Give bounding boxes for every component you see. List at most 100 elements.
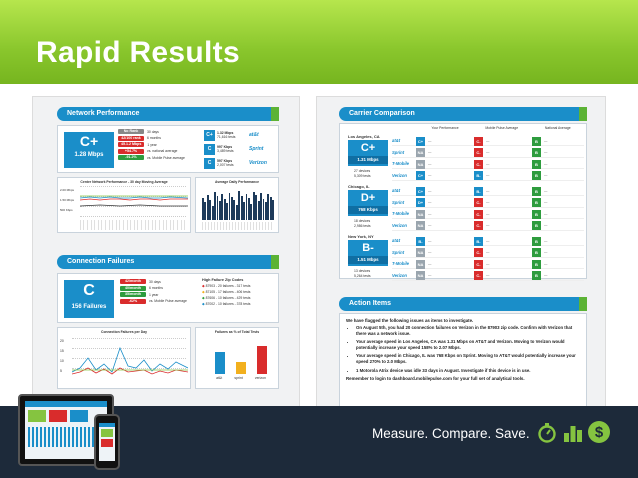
carrier-compare-row: at&t C+ — B- — B —: [392, 186, 584, 196]
grade-chip: B-: [416, 236, 425, 246]
carrier-row: C+ 1.32 Mbps 71,616 tests at&t: [204, 129, 276, 141]
network-report-panel: Network Performance C+ 1.28 Mbps No Rank…: [32, 96, 300, 440]
pct-bar-verizon: [256, 346, 267, 374]
ranking-pill: No Rank: [118, 129, 144, 134]
carrier-logo: T-Mobile: [392, 161, 409, 166]
carrier-logo: Verizon: [392, 272, 407, 278]
ranking-row: 42/month 30 days: [120, 279, 200, 284]
network-performance-header: Network Performance: [57, 107, 279, 121]
pct-bars: [210, 340, 272, 374]
failure-count: 156 Failures: [71, 304, 107, 310]
grade-chip: B: [532, 186, 541, 196]
ranking-text: 30 days: [149, 279, 161, 284]
ranking-pill: 42/month: [120, 279, 146, 284]
grade-detail: —: [428, 188, 432, 193]
grade-chip: B: [532, 259, 541, 269]
ranking-pill: 35/month: [120, 292, 146, 298]
carrier-stats: 1.32 Mbps 71,616 tests: [217, 131, 247, 139]
grade-detail: —: [544, 188, 548, 193]
grade-chip: B-: [474, 186, 483, 196]
carrier-compare-row: Verizon C+ — B- — B —: [392, 171, 584, 181]
daily-bar: [272, 200, 275, 220]
daily-bar: [243, 202, 245, 220]
ranking-text: vs. Mobile Pulse average: [147, 155, 185, 160]
ranking-text: 6 months: [149, 286, 163, 291]
city-grade: C+: [360, 142, 376, 154]
grade-detail: —: [428, 173, 432, 177]
failure-pct-card: Failures as % of Total Tests at&t sprint…: [195, 327, 279, 389]
title-bar: Rapid Results: [0, 0, 638, 84]
city-block: New York, NY B- 1.51 Mbps 13 devices 5,264 t…: [342, 234, 586, 282]
grade-chip: B-: [474, 236, 483, 246]
ytick: 2.00 Mbps: [60, 188, 75, 192]
grade-chip: B: [532, 221, 541, 230]
carrier-row: C 997 Kbps 3,489 tests Sprint: [204, 143, 276, 155]
line-chart-card: Center Network Performance - 30 day Movi…: [57, 177, 191, 233]
pct-cat: at&t: [216, 376, 223, 380]
zip-bullet: ◆: [202, 284, 206, 288]
zip-bullet: ◆: [202, 290, 206, 294]
carrier-logo: Sprint: [392, 149, 405, 155]
grade-detail: —: [486, 273, 490, 277]
carrier-logo: at&t: [249, 132, 259, 138]
carrier-tests: 3,489 tests: [217, 149, 234, 153]
line-chart-yaxis: 2.00 Mbps 1.50 Mbps 500 Kbps: [60, 185, 80, 215]
svg-text:$: $: [595, 424, 604, 441]
ranking-pill: -62%: [120, 298, 146, 304]
pct-bar-sprint: [235, 362, 246, 374]
daily-bar: [248, 198, 250, 220]
col-header: National Average: [544, 126, 571, 130]
carrier-compare-row: T-Mobile NA — C- — B —: [392, 259, 584, 269]
city-devices: 13 devices: [354, 269, 371, 273]
carrier-row: C 597 Kbps 2,007 tests Verizon: [204, 157, 276, 169]
grade-chip: C-: [474, 148, 483, 157]
zip-title: High Failure Zip Codes: [202, 278, 244, 282]
pct-xlabels: at&t sprint verizon: [210, 376, 272, 380]
failure-rankings: 42/month 30 days 40/month 6 months 35/month 1…: [120, 279, 200, 305]
pct-cat: verizon: [254, 376, 266, 380]
ytick: 10: [60, 359, 64, 363]
city-grade-box: D+ 768 Kbps: [348, 190, 388, 216]
stopwatch-icon: [535, 420, 559, 444]
action-items-card: We have flagged the following issues as …: [339, 313, 587, 421]
action-outro: Remember to login to dashboard.mobilepul…: [346, 376, 525, 382]
grade-chip: NA: [416, 271, 425, 280]
city-speed: 768 Kbps: [348, 206, 388, 214]
per-day-series: [72, 346, 188, 375]
grade-chip: B: [532, 209, 541, 219]
grade-detail: —: [486, 211, 490, 216]
ytick: 1.50 Mbps: [60, 198, 75, 202]
grade-detail: —: [544, 200, 548, 204]
pct-title: Failures as % of Total Tests: [214, 330, 260, 334]
pct-cat: sprint: [234, 376, 243, 380]
carrier-logo: T-Mobile: [392, 211, 409, 216]
network-speed: 1.28 Mbps: [74, 152, 104, 158]
ranking-row: -62% vs. Mobile Pulse average: [120, 298, 200, 304]
dollar-icon: $: [587, 420, 611, 444]
per-day-title: Connection Failures per Day: [101, 330, 147, 334]
carrier-compare-row: Verizon NA — C- — B —: [392, 271, 584, 281]
ranking-row: 45.1.2 Mbps 1 year: [118, 142, 198, 148]
carrier-compare-row: T-Mobile NA — C- — B —: [392, 209, 584, 219]
carrier-compare-row: Verizon NA — C- — B —: [392, 221, 584, 231]
carrier-logo: Verizon: [392, 222, 407, 228]
carrier-grade: C: [204, 157, 215, 169]
daily-bar: [214, 192, 216, 220]
grade-chip: B: [532, 136, 541, 146]
zip-entries: ◆ 87903 - 20 failures - 317 tests ◆ 87105…: [202, 284, 276, 306]
daily-bars: [202, 188, 275, 220]
daily-bar: [226, 203, 229, 220]
carrier-logo: at&t: [392, 188, 401, 193]
bar-chart-xaxis-ticks: [202, 222, 274, 230]
grade-detail: —: [544, 161, 548, 166]
city-devices: 18 devices: [354, 219, 371, 223]
grade-chip: C-: [474, 198, 483, 207]
carrier-table: Your Performance Mobile Pulse Average Na…: [339, 123, 587, 282]
grade-chip: NA: [416, 259, 425, 269]
grade-detail: —: [486, 161, 490, 166]
carrier-grade: C: [204, 143, 215, 155]
carrier-compare-row: Sprint NA — C- — B —: [392, 248, 584, 258]
city-speed: 1.31 Mbps: [348, 156, 388, 164]
ranking-text: vs. national average: [147, 149, 178, 154]
network-grade-box: C+ 1.28 Mbps: [64, 132, 114, 168]
